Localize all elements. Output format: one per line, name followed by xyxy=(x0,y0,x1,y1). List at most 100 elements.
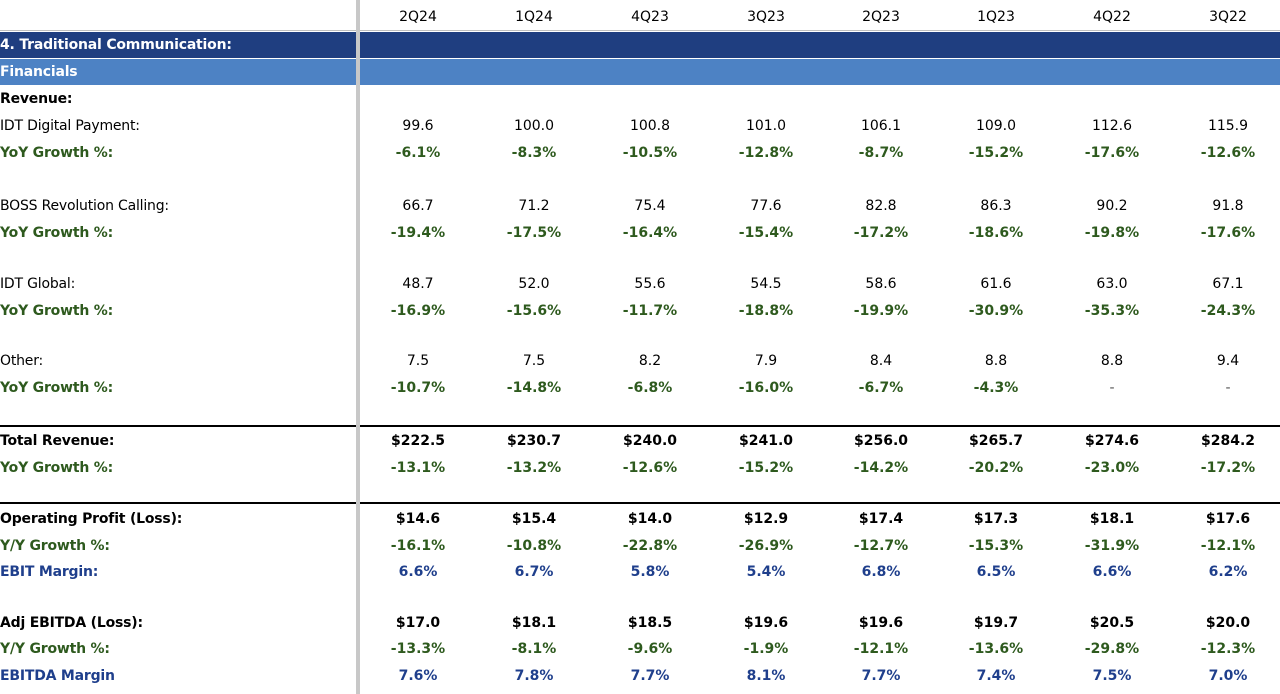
data-cell[interactable]: $265.7 xyxy=(968,433,1024,449)
data-cell[interactable]: 7.5 xyxy=(406,353,430,369)
data-cell[interactable]: -10.8% xyxy=(506,538,562,554)
data-cell[interactable]: -6.1% xyxy=(395,145,441,161)
data-cell[interactable]: 6.2% xyxy=(1208,564,1248,580)
data-cell[interactable]: $12.9 xyxy=(743,511,789,527)
column-header[interactable]: 1Q23 xyxy=(977,9,1015,25)
data-cell[interactable]: 66.7 xyxy=(402,198,434,214)
data-cell[interactable]: 54.5 xyxy=(750,276,782,292)
data-cell[interactable]: -12.7% xyxy=(853,538,909,554)
data-cell[interactable]: 86.3 xyxy=(980,198,1012,214)
data-cell[interactable]: 82.8 xyxy=(865,198,897,214)
data-cell[interactable]: -35.3% xyxy=(1084,303,1140,319)
data-cell[interactable]: 7.7% xyxy=(861,668,901,684)
data-cell[interactable]: $256.0 xyxy=(853,433,909,449)
data-cell[interactable]: 8.4 xyxy=(869,353,893,369)
row-label[interactable]: IDT Global: xyxy=(0,276,76,292)
data-cell[interactable]: 7.4% xyxy=(976,668,1016,684)
row-label[interactable]: EBITDA Margin xyxy=(0,668,115,684)
data-cell[interactable]: -30.9% xyxy=(968,303,1024,319)
data-cell[interactable]: 6.8% xyxy=(861,564,901,580)
frozen-pane-divider[interactable] xyxy=(356,0,360,694)
data-cell[interactable]: -11.7% xyxy=(622,303,678,319)
data-cell[interactable]: -15.2% xyxy=(968,145,1024,161)
row-label[interactable]: Total Revenue: xyxy=(0,433,115,449)
data-cell[interactable]: $240.0 xyxy=(622,433,678,449)
data-cell[interactable]: -16.0% xyxy=(738,380,794,396)
data-cell[interactable]: -15.2% xyxy=(738,460,794,476)
data-cell[interactable]: -19.4% xyxy=(390,225,446,241)
data-cell[interactable]: $274.6 xyxy=(1084,433,1140,449)
data-cell[interactable]: -13.1% xyxy=(390,460,446,476)
data-cell[interactable]: -16.4% xyxy=(622,225,678,241)
data-cell[interactable]: 8.8 xyxy=(984,353,1008,369)
data-cell[interactable]: 6.6% xyxy=(1092,564,1132,580)
row-label[interactable]: EBIT Margin: xyxy=(0,564,99,580)
data-cell[interactable]: $20.5 xyxy=(1089,615,1135,631)
data-cell[interactable]: 52.0 xyxy=(518,276,550,292)
row-label[interactable]: BOSS Revolution Calling: xyxy=(0,198,169,214)
data-cell[interactable]: -6.7% xyxy=(858,380,904,396)
data-cell[interactable]: 7.6% xyxy=(398,668,438,684)
data-cell[interactable]: $17.3 xyxy=(973,511,1019,527)
data-cell[interactable]: -6.8% xyxy=(627,380,673,396)
row-label[interactable]: IDT Digital Payment: xyxy=(0,118,140,134)
data-cell[interactable]: 91.8 xyxy=(1212,198,1244,214)
data-cell[interactable]: -23.0% xyxy=(1084,460,1140,476)
data-cell[interactable]: -12.1% xyxy=(1200,538,1256,554)
column-header[interactable]: 3Q22 xyxy=(1209,9,1247,25)
data-cell[interactable]: 8.2 xyxy=(638,353,662,369)
data-cell[interactable]: -8.3% xyxy=(511,145,557,161)
data-cell[interactable]: 7.7% xyxy=(630,668,670,684)
data-cell[interactable]: 112.6 xyxy=(1091,118,1133,134)
data-cell[interactable]: 48.7 xyxy=(402,276,434,292)
data-cell[interactable]: -20.2% xyxy=(968,460,1024,476)
data-cell[interactable]: -13.3% xyxy=(390,641,446,657)
data-cell[interactable]: -12.1% xyxy=(853,641,909,657)
data-cell[interactable]: 9.4 xyxy=(1216,353,1240,369)
row-label[interactable]: Adj EBITDA (Loss): xyxy=(0,615,143,631)
data-cell[interactable]: $17.6 xyxy=(1205,511,1251,527)
data-cell[interactable]: -12.6% xyxy=(1200,145,1256,161)
data-cell[interactable]: -24.3% xyxy=(1200,303,1256,319)
data-cell[interactable]: -14.2% xyxy=(853,460,909,476)
data-cell[interactable]: 58.6 xyxy=(865,276,897,292)
data-cell[interactable]: 71.2 xyxy=(518,198,550,214)
data-cell[interactable]: 75.4 xyxy=(634,198,666,214)
data-cell[interactable]: - xyxy=(1225,380,1231,396)
row-label[interactable]: YoY Growth %: xyxy=(0,145,113,161)
data-cell[interactable]: -26.9% xyxy=(738,538,794,554)
data-cell[interactable]: -19.8% xyxy=(1084,225,1140,241)
data-cell[interactable]: 8.1% xyxy=(746,668,786,684)
data-cell[interactable]: $19.6 xyxy=(743,615,789,631)
data-cell[interactable]: 109.0 xyxy=(975,118,1017,134)
data-cell[interactable]: 8.8 xyxy=(1100,353,1124,369)
data-cell[interactable]: 6.6% xyxy=(398,564,438,580)
column-header[interactable]: 2Q24 xyxy=(399,9,437,25)
data-cell[interactable]: 99.6 xyxy=(402,118,434,134)
data-cell[interactable]: -22.8% xyxy=(622,538,678,554)
data-cell[interactable]: $14.0 xyxy=(627,511,673,527)
data-cell[interactable]: -16.9% xyxy=(390,303,446,319)
data-cell[interactable]: $15.4 xyxy=(511,511,557,527)
column-header[interactable]: 1Q24 xyxy=(515,9,553,25)
data-cell[interactable]: 5.4% xyxy=(746,564,786,580)
data-cell[interactable]: -18.8% xyxy=(738,303,794,319)
data-cell[interactable]: 5.8% xyxy=(630,564,670,580)
data-cell[interactable]: -17.5% xyxy=(506,225,562,241)
data-cell[interactable]: -18.6% xyxy=(968,225,1024,241)
data-cell[interactable]: $14.6 xyxy=(395,511,441,527)
data-cell[interactable]: -19.9% xyxy=(853,303,909,319)
data-cell[interactable]: $19.7 xyxy=(973,615,1019,631)
data-cell[interactable]: $17.4 xyxy=(858,511,904,527)
data-cell[interactable]: $222.5 xyxy=(390,433,446,449)
data-cell[interactable]: -13.2% xyxy=(506,460,562,476)
data-cell[interactable]: 7.9 xyxy=(754,353,778,369)
data-cell[interactable]: -17.2% xyxy=(853,225,909,241)
data-cell[interactable]: $18.1 xyxy=(511,615,557,631)
data-cell[interactable]: -31.9% xyxy=(1084,538,1140,554)
column-header[interactable]: 3Q23 xyxy=(747,9,785,25)
data-cell[interactable]: 77.6 xyxy=(750,198,782,214)
data-cell[interactable]: -15.6% xyxy=(506,303,562,319)
data-cell[interactable]: -16.1% xyxy=(390,538,446,554)
data-cell[interactable]: -12.8% xyxy=(738,145,794,161)
